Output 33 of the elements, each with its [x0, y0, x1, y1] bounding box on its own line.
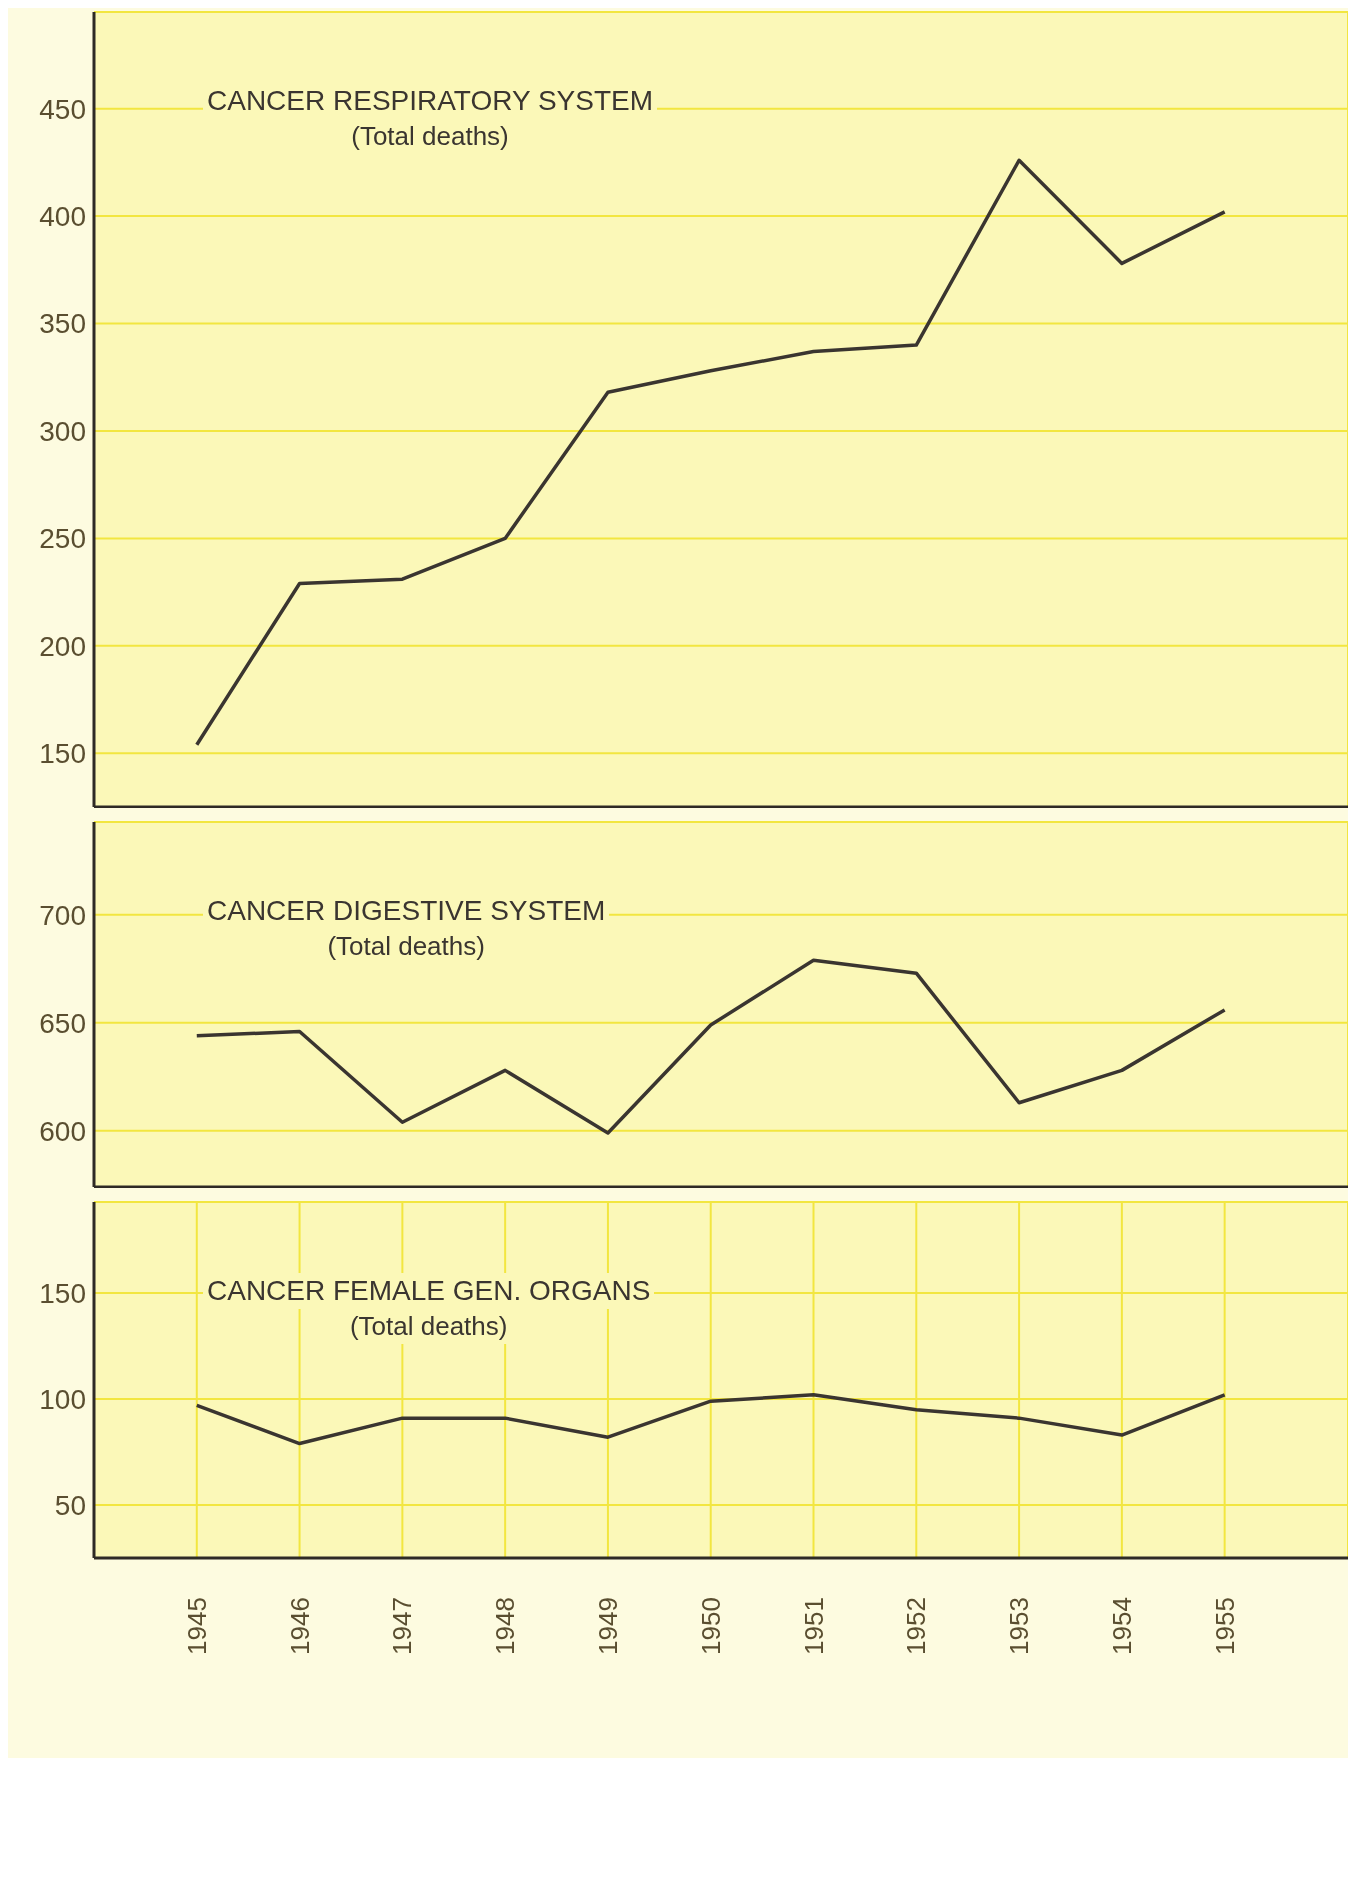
y-tick-label: 350	[39, 308, 86, 340]
y-tick-label: 100	[39, 1384, 86, 1416]
text: (Total deaths)	[323, 929, 489, 964]
y-tick-label: 450	[39, 93, 86, 125]
x-tick-label: 1951	[798, 1597, 829, 1655]
y-tick-label: 250	[39, 523, 86, 555]
x-tick-label: 1945	[181, 1597, 212, 1655]
line-series	[195, 158, 1227, 747]
y-tick-label: 200	[39, 630, 86, 662]
line-series	[195, 1393, 1227, 1446]
text: (Total deaths)	[347, 119, 513, 154]
y-tick-label: 150	[39, 1278, 86, 1310]
y-tick-label: 300	[39, 415, 86, 447]
x-tick-label: 1955	[1209, 1597, 1240, 1655]
y-tick-label: 650	[39, 1007, 86, 1039]
x-tick-label: 1948	[490, 1597, 521, 1655]
x-tick-label: 1949	[592, 1597, 623, 1655]
y-tick-label: 50	[54, 1489, 86, 1521]
line-series	[195, 958, 1227, 1135]
text: CANCER DIGESTIVE SYSTEM	[203, 893, 610, 929]
y-tick-label: 700	[39, 899, 86, 931]
x-tick-label: 1953	[1004, 1597, 1035, 1655]
x-tick-label: 1954	[1106, 1597, 1137, 1655]
x-tick-label: 1950	[695, 1597, 726, 1655]
text: CANCER FEMALE GEN. ORGANS	[203, 1273, 655, 1309]
x-tick-label: 1946	[284, 1597, 315, 1655]
x-tick-label: 1947	[387, 1597, 418, 1655]
y-tick-label: 400	[39, 201, 86, 233]
text: CANCER RESPIRATORY SYSTEM	[203, 83, 658, 119]
x-tick-label: 1952	[901, 1597, 932, 1655]
y-tick-label: 150	[39, 738, 86, 770]
text: (Total deaths)	[345, 1309, 512, 1344]
y-tick-label: 600	[39, 1115, 86, 1147]
